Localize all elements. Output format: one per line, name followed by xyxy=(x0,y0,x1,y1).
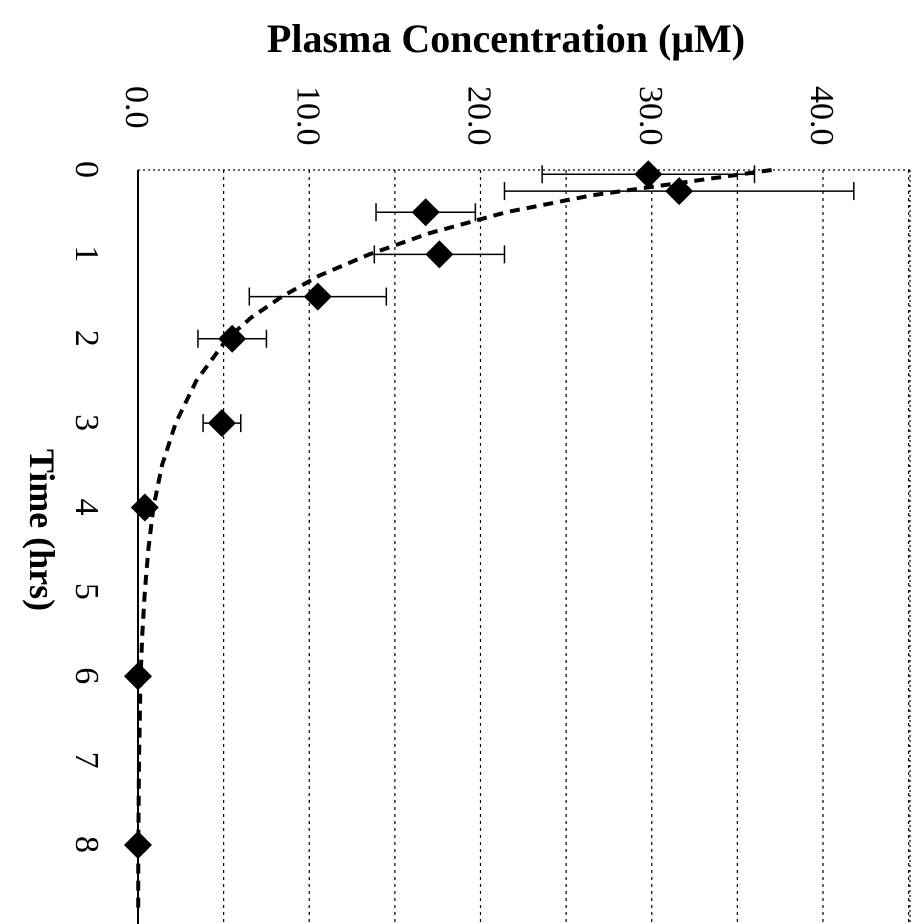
tick-layer: 0.0 10.0 20.0 30.0 40.0 0 1 2 3 4 5 6 7 8 xyxy=(68,86,840,853)
y-tick-label: 30.0 xyxy=(632,86,669,146)
x-tick-label: 1 xyxy=(68,245,105,262)
data-point xyxy=(124,662,152,691)
y-tick-label: 0.0 xyxy=(118,86,155,129)
x-tick-label: 8 xyxy=(68,836,105,853)
x-tick-label: 0 xyxy=(68,161,105,178)
axis-layer xyxy=(137,169,911,924)
y-tick-label: 40.0 xyxy=(803,86,840,146)
data-point xyxy=(303,282,332,311)
data-point-layer xyxy=(124,160,694,859)
fit-curve-layer xyxy=(136,168,772,913)
data-point xyxy=(411,198,440,227)
error-bar-layer xyxy=(197,165,855,433)
data-point xyxy=(634,160,663,189)
data-point xyxy=(665,177,694,206)
x-tick-label: 7 xyxy=(68,752,105,769)
x-axis-title: Time (hrs) xyxy=(22,449,62,611)
data-point xyxy=(130,493,159,522)
data-point xyxy=(218,324,247,353)
fit-curve xyxy=(136,168,772,913)
data-point xyxy=(425,240,454,269)
data-point xyxy=(207,409,236,438)
x-tick-label: 6 xyxy=(68,667,105,684)
y-tick-label: 20.0 xyxy=(461,86,498,146)
y-tick-label: 10.0 xyxy=(289,86,326,146)
x-tick-label: 3 xyxy=(68,414,105,431)
y-axis-title: Plasma Concentration (μM) xyxy=(267,16,745,61)
x-tick-label: 5 xyxy=(68,583,105,600)
x-tick-label: 2 xyxy=(68,330,105,347)
grid-layer xyxy=(223,170,910,924)
data-point xyxy=(124,831,152,859)
x-tick-label: 4 xyxy=(68,499,105,516)
